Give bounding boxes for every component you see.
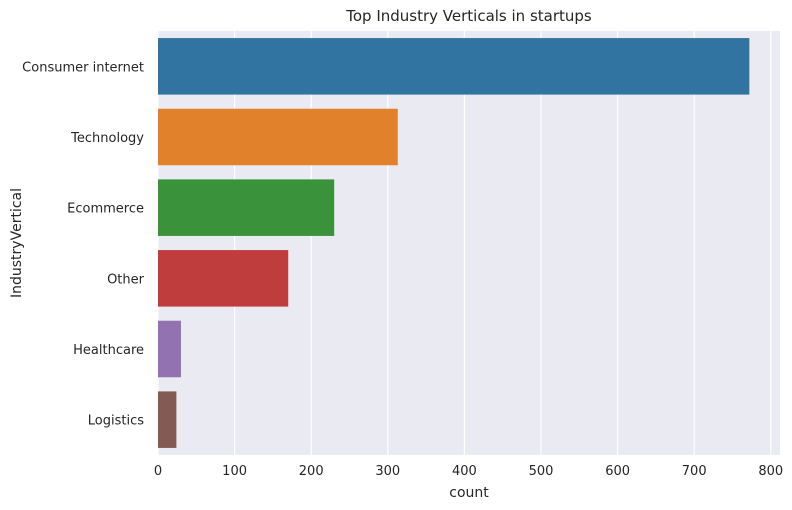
x-tick-label: 200 — [299, 464, 324, 479]
x-tick-label: 600 — [605, 464, 630, 479]
y-tick-label: Logistics — [88, 414, 144, 429]
chart-title: Top Industry Verticals in startups — [345, 7, 592, 25]
bar — [158, 179, 335, 236]
bar — [158, 250, 289, 307]
y-tick-label: Ecommerce — [67, 202, 144, 217]
bar — [158, 38, 750, 95]
y-tick-label: Healthcare — [73, 343, 144, 358]
y-axis-label: IndustryVertical — [9, 188, 25, 298]
y-tick-label: Other — [107, 272, 145, 287]
y-tick-label: Consumer internet — [22, 60, 144, 75]
x-tick-label: 800 — [758, 464, 783, 479]
x-tick-label: 700 — [682, 464, 707, 479]
y-tick-labels: Consumer internet Technology Ecommerce Othe… — [22, 60, 144, 428]
x-tick-label: 400 — [452, 464, 477, 479]
bar — [158, 320, 181, 378]
x-tick-label: 100 — [222, 464, 247, 479]
x-tick-label: 300 — [375, 464, 400, 479]
plot-background — [158, 31, 780, 455]
gridlines — [157, 31, 772, 455]
x-tick-label: 500 — [529, 464, 554, 479]
x-tick-labels: 0 100 200 300 400 500 600 700 800 — [154, 464, 783, 479]
x-tick-label: 0 — [154, 464, 162, 479]
bar — [158, 391, 177, 448]
bar — [158, 108, 398, 166]
y-tick-label: Technology — [70, 131, 144, 146]
x-axis-label: count — [449, 485, 489, 501]
bars — [158, 38, 750, 448]
